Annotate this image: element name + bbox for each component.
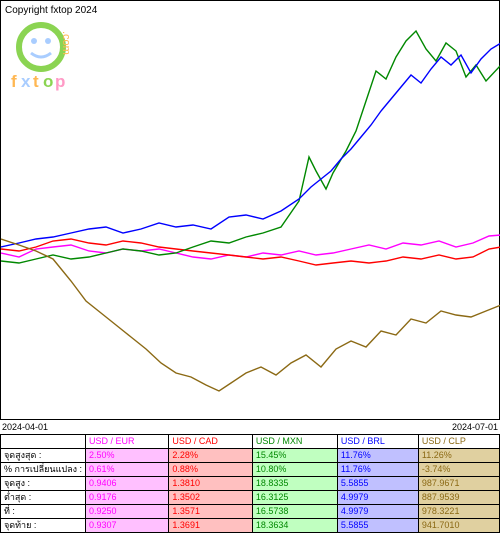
table-cell: 18.8335 xyxy=(252,477,337,491)
table-cell: 15.45% xyxy=(252,449,337,463)
table-cell: 0.9406 xyxy=(86,477,169,491)
row-label: จุดท้าย : xyxy=(1,519,86,533)
table-cell: -3.74% xyxy=(418,463,499,477)
table-cell: 0.9307 xyxy=(86,519,169,533)
table-cell: 16.3125 xyxy=(252,491,337,505)
series-usd---eur xyxy=(1,235,500,259)
table-cell: 2.50% xyxy=(86,449,169,463)
chart-area: Copyright fxtop 2024 .com f x t o p xyxy=(0,0,500,420)
col-header: USD / CAD xyxy=(169,435,252,449)
table-cell: 1.3571 xyxy=(169,505,252,519)
table-cell: 0.88% xyxy=(169,463,252,477)
copyright-text: Copyright fxtop 2024 xyxy=(5,5,97,16)
col-header: USD / MXN xyxy=(252,435,337,449)
table-cell: 11.76% xyxy=(337,463,418,477)
table-cell: 0.61% xyxy=(86,463,169,477)
table-cell: 4.9979 xyxy=(337,491,418,505)
table-cell: 1.3502 xyxy=(169,491,252,505)
table-cell: 10.80% xyxy=(252,463,337,477)
table-cell: 978.3221 xyxy=(418,505,499,519)
table-corner xyxy=(1,435,86,449)
table-cell: 16.5738 xyxy=(252,505,337,519)
row-label: ที่ : xyxy=(1,505,86,519)
table-cell: 5.5855 xyxy=(337,477,418,491)
data-table: USD / EURUSD / CADUSD / MXNUSD / BRLUSD … xyxy=(0,434,500,533)
table-cell: 1.3810 xyxy=(169,477,252,491)
table-cell: 11.26% xyxy=(418,449,499,463)
chart-lines xyxy=(1,1,500,421)
table-cell: 1.3691 xyxy=(169,519,252,533)
row-label: จุดสูง : xyxy=(1,477,86,491)
date-end: 2024-07-01 xyxy=(452,422,498,432)
table-cell: 4.9979 xyxy=(337,505,418,519)
table-cell: 941.7010 xyxy=(418,519,499,533)
row-label: ต่ำสุด : xyxy=(1,491,86,505)
table-cell: 887.9539 xyxy=(418,491,499,505)
row-label: จุดสูงสุด : xyxy=(1,449,86,463)
row-label: % การเปลี่ยนแปลง : xyxy=(1,463,86,477)
col-header: USD / BRL xyxy=(337,435,418,449)
series-usd---cad xyxy=(1,239,500,265)
table-cell: 5.5855 xyxy=(337,519,418,533)
series-usd---mxn xyxy=(1,31,500,263)
table-cell: 0.9250 xyxy=(86,505,169,519)
col-header: USD / CLP xyxy=(418,435,499,449)
date-start: 2024-04-01 xyxy=(2,422,48,432)
table-cell: 987.9671 xyxy=(418,477,499,491)
col-header: USD / EUR xyxy=(86,435,169,449)
series-usd---brl xyxy=(1,43,500,247)
series-usd---clp xyxy=(1,239,500,391)
table-cell: 18.3634 xyxy=(252,519,337,533)
table-cell: 0.9176 xyxy=(86,491,169,505)
table-cell: 2.28% xyxy=(169,449,252,463)
table-cell: 11.76% xyxy=(337,449,418,463)
